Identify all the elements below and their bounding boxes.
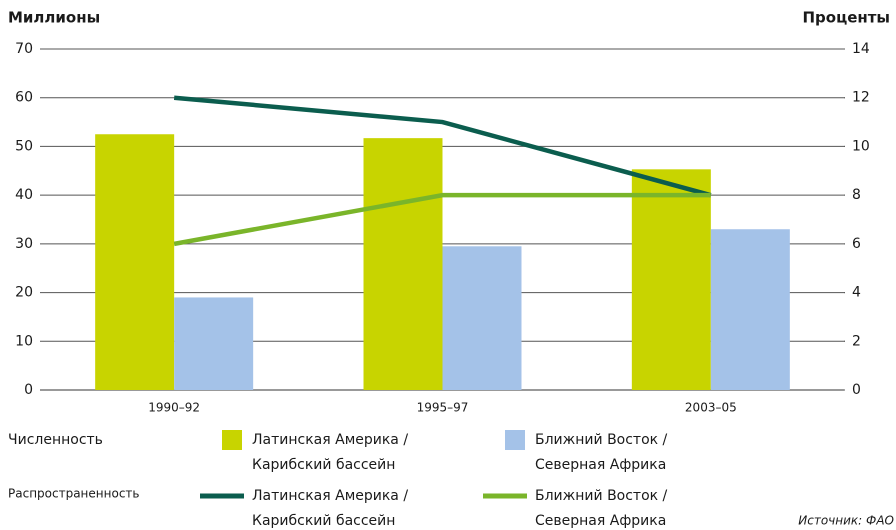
y-tick-label: 40 — [15, 187, 33, 203]
bar — [363, 138, 443, 390]
legend-swatch — [505, 430, 525, 450]
y-tick-label: 30 — [15, 236, 33, 252]
y2-tick-label: 0 — [852, 382, 861, 398]
legend-label: Ближний Восток / Северная Африка — [535, 432, 668, 473]
y2-tick-label: 4 — [852, 285, 861, 301]
legend-group-label: Распространенность — [8, 487, 139, 501]
bar — [95, 134, 175, 390]
line — [173, 95, 712, 198]
y2-axis-title: Проценты — [802, 9, 890, 27]
bar — [710, 229, 790, 390]
legend-label: Латинская Америка / Карибский бассейн — [252, 432, 408, 473]
y-tick-label: 70 — [15, 41, 33, 57]
y-tick-label: 50 — [15, 138, 33, 154]
y-tick-label: 20 — [15, 285, 33, 301]
y2-tick-label: 10 — [852, 138, 870, 154]
y-tick-label: 0 — [24, 382, 33, 398]
source: Источник: ФАО — [798, 514, 894, 528]
y2-tick-label: 6 — [852, 236, 861, 252]
y2-tick-label: 14 — [852, 41, 870, 57]
legend-group-label: Численность — [8, 432, 103, 448]
y-tick-label: 60 — [15, 90, 33, 106]
legend-label: Ближний Восток / Северная Африка — [535, 488, 668, 529]
y2-tick-label: 2 — [852, 333, 861, 349]
x-tick-label: 2003–05 — [685, 401, 737, 415]
y2-tick-label: 12 — [852, 90, 870, 106]
legend-label: Латинская Америка / Карибский бассейн — [252, 488, 408, 529]
bar — [631, 169, 711, 390]
x-tick-label: 1995–97 — [417, 401, 469, 415]
line — [173, 192, 711, 247]
bar — [174, 297, 254, 390]
bar — [442, 246, 522, 390]
legend-swatch — [222, 430, 242, 450]
y-tick-label: 10 — [15, 333, 33, 349]
y2-tick-label: 8 — [852, 187, 861, 203]
y-axis-title: Миллионы — [8, 9, 100, 27]
x-tick-label: 1990–92 — [148, 401, 200, 415]
